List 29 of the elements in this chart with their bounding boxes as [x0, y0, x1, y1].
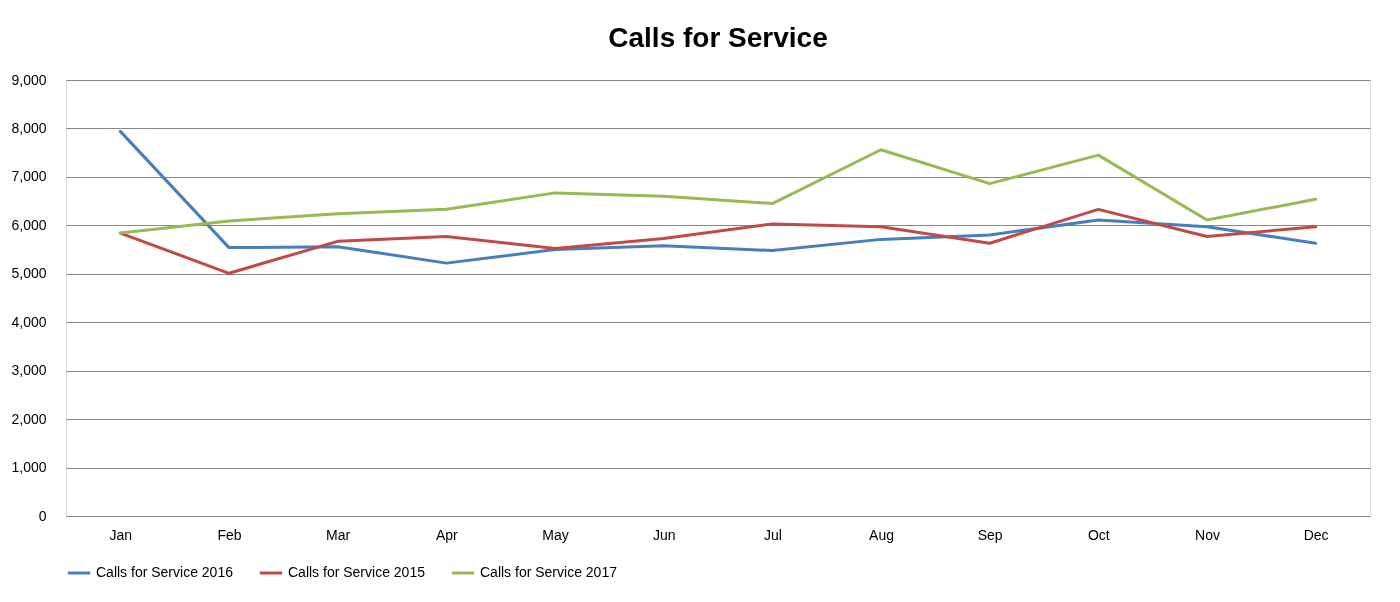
y-tick-label: 5,000 [11, 265, 47, 282]
line-series [118, 148, 1318, 235]
chart-title: Calls for Service [608, 22, 828, 53]
legend-label: Calls for Service 2016 [96, 564, 234, 580]
y-tick-label: 0 [38, 507, 47, 524]
line-series [118, 207, 1318, 275]
legend-label: Calls for Service 2017 [480, 564, 618, 580]
x-tick-label: Mar [326, 526, 351, 543]
legend-label: Calls for Service 2015 [288, 564, 426, 580]
x-tick-label: May [542, 526, 569, 543]
y-tick-label: 8,000 [11, 119, 47, 136]
y-tick-label: 1,000 [11, 459, 47, 476]
y-tick-label: 2,000 [11, 410, 47, 427]
x-tick-label: Nov [1195, 526, 1220, 543]
x-tick-label: Feb [217, 526, 242, 543]
x-tick-label: Dec [1303, 526, 1329, 543]
line-series [118, 129, 1318, 265]
y-tick-label: 4,000 [11, 313, 47, 330]
x-tick-label: Sep [977, 526, 1003, 543]
x-tick-label: Jan [109, 526, 133, 543]
y-tick-label: 7,000 [11, 168, 47, 185]
x-tick-label: Aug [869, 526, 894, 543]
x-tick-label: Apr [435, 526, 459, 543]
x-tick-label: Jul [763, 526, 782, 543]
y-tick-label: 3,000 [11, 362, 47, 379]
x-tick-label: Jun [652, 526, 676, 543]
y-tick-label: 9,000 [11, 71, 47, 88]
x-tick-label: Oct [1087, 526, 1110, 543]
y-tick-label: 6,000 [11, 216, 47, 233]
